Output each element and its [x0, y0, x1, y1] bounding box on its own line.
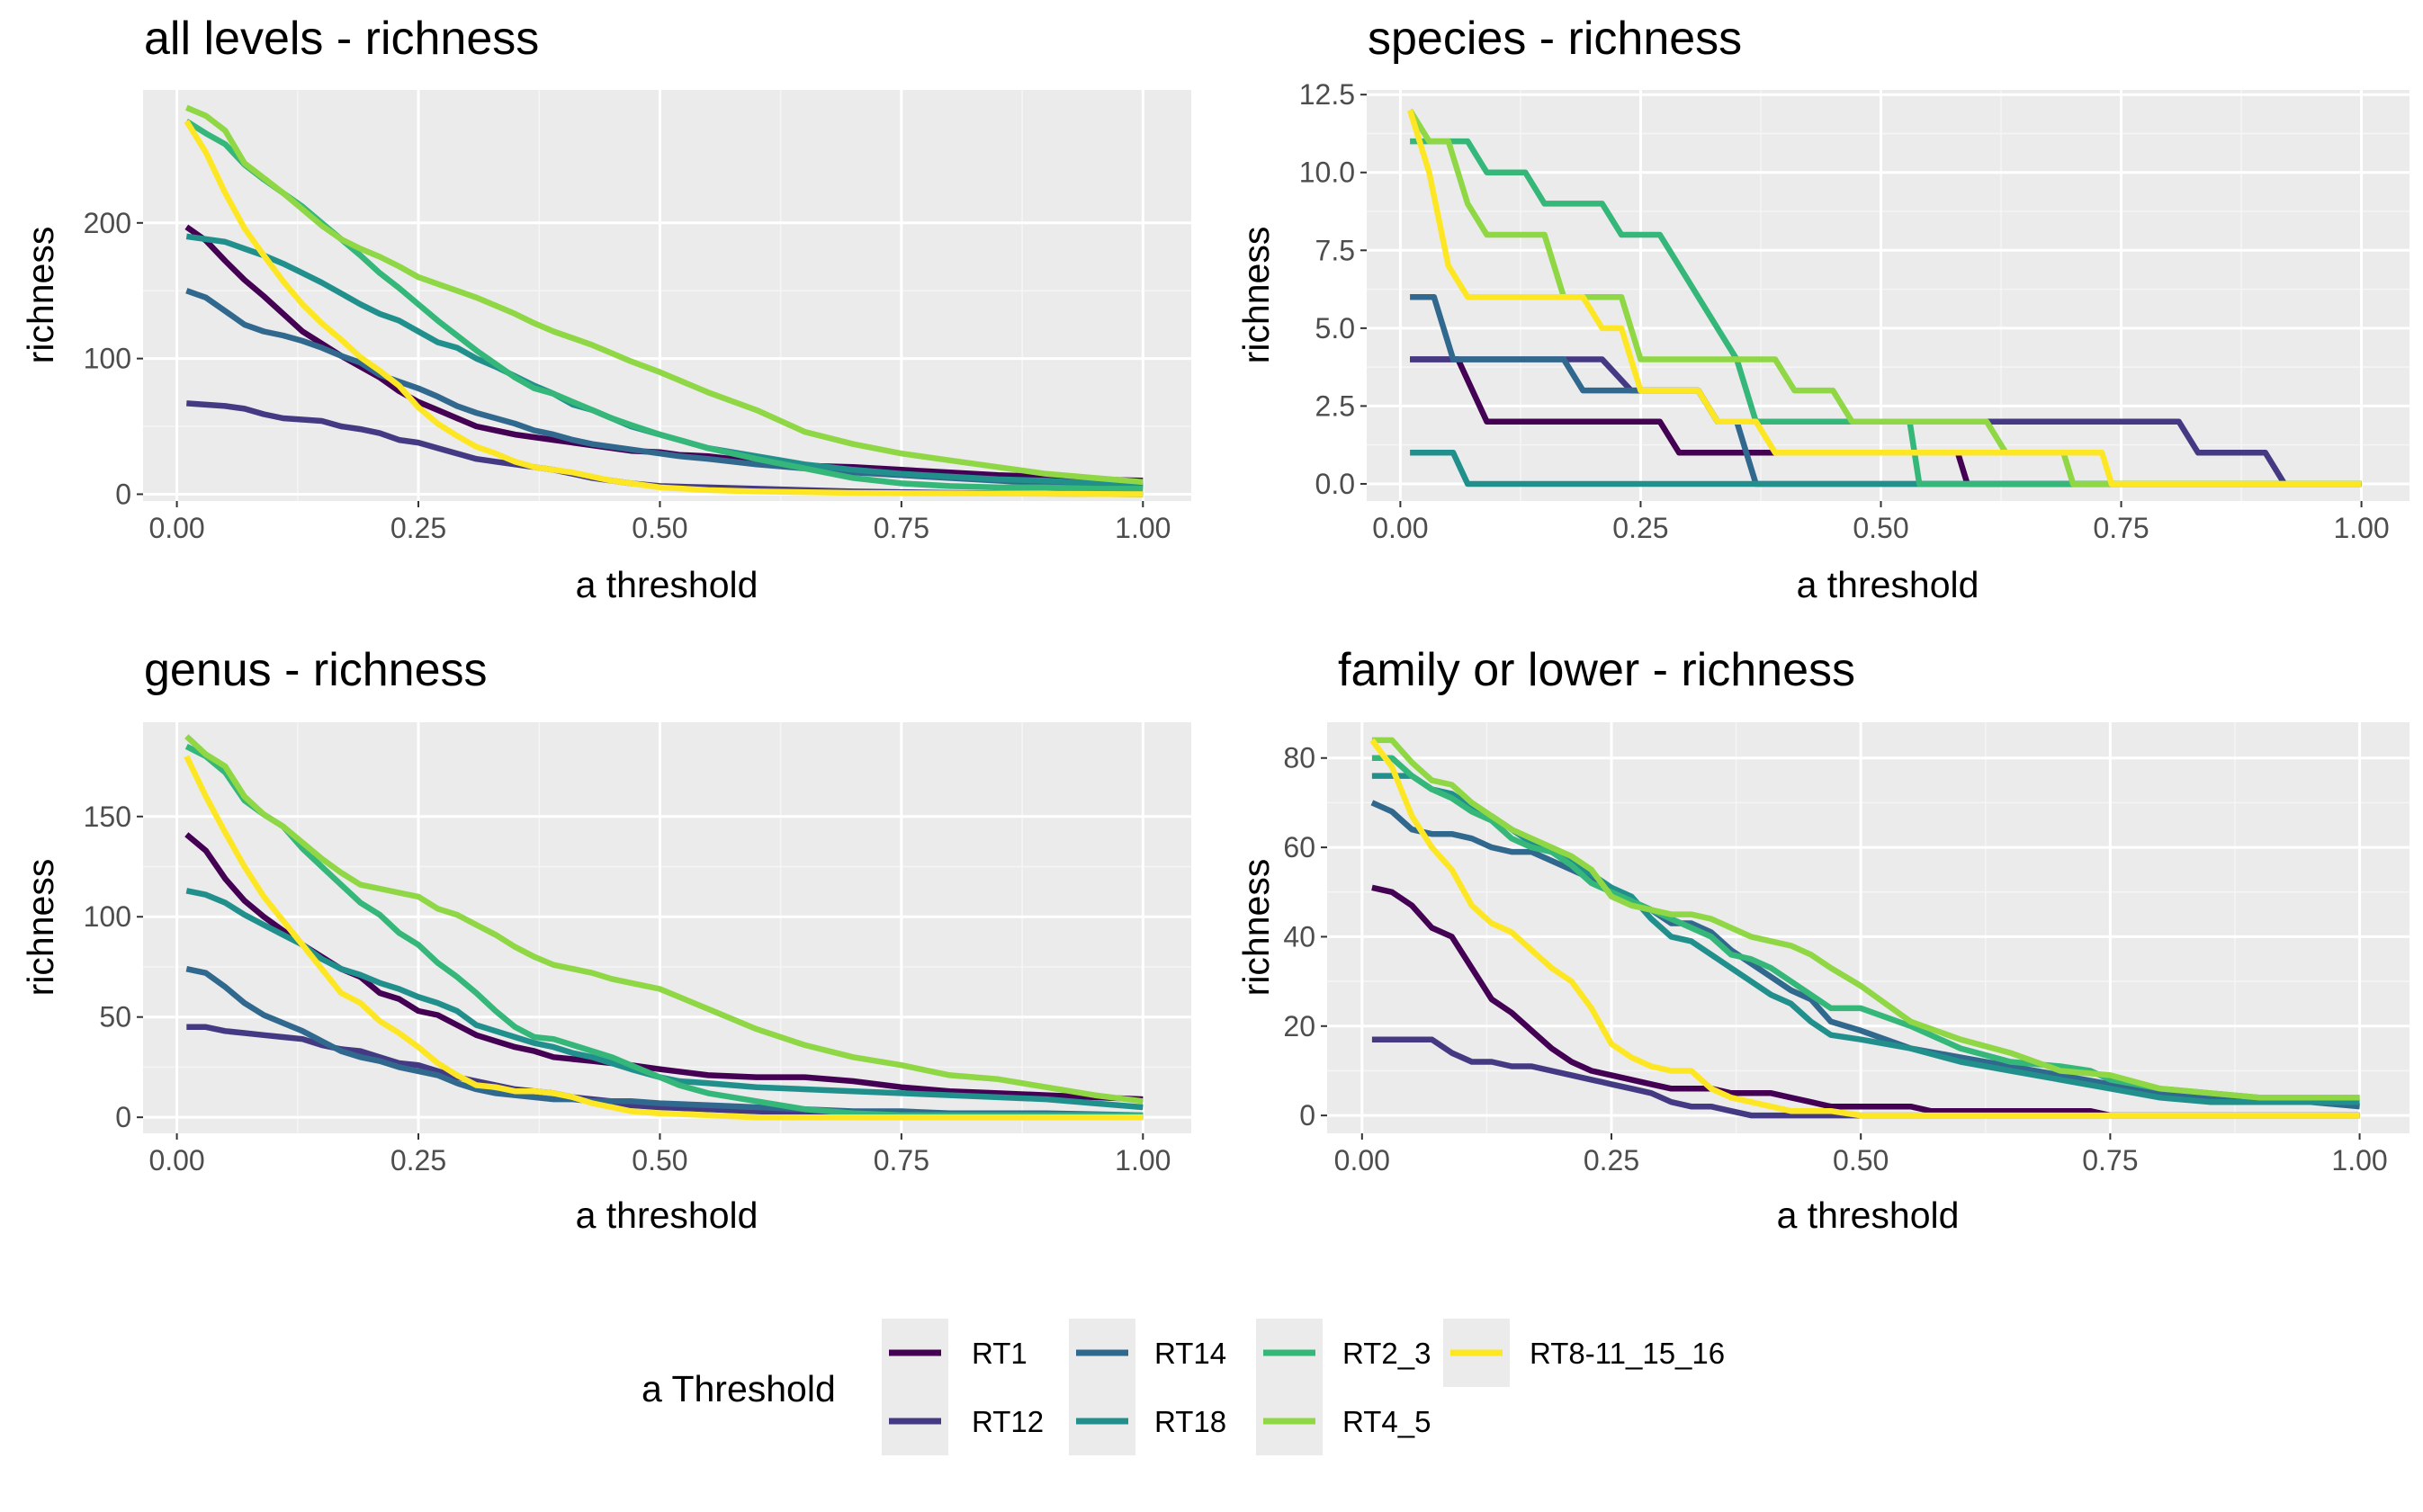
y-tick-label: 100	[84, 900, 131, 933]
legend-label: RT1	[972, 1337, 1028, 1370]
series-line-rt1	[1410, 356, 2362, 488]
series-line-rt8-11-15-16	[184, 755, 1144, 1121]
x-tick-label: 0.25	[390, 512, 446, 544]
y-tick-label: 0	[115, 1101, 131, 1133]
y-tick-label: 7.5	[1315, 234, 1355, 266]
y-tick-label: 10.0	[1299, 157, 1355, 189]
y-tick-label: 60	[1283, 831, 1315, 863]
panel-background	[1327, 722, 2410, 1133]
y-axis-title: richness	[20, 227, 61, 364]
x-tick-label: 0.25	[390, 1144, 446, 1176]
y-axis-title: richness	[20, 859, 61, 997]
x-tick-label: 0.75	[2082, 1144, 2138, 1176]
y-tick-label: 20	[1283, 1010, 1315, 1042]
x-tick-label: 0.50	[632, 1144, 687, 1176]
panel-background	[143, 90, 1191, 501]
panel-species: species - richness 0.00 0.25 0.50 0.75 1.000…	[1235, 13, 2410, 605]
legend-label: RT8-11_15_16	[1530, 1337, 1725, 1370]
x-tick-label: 0.50	[1833, 1144, 1889, 1176]
panel-title: genus - richness	[144, 644, 488, 696]
y-tick-label: 12.5	[1299, 78, 1355, 111]
series-line-rt12	[1371, 1036, 2360, 1119]
x-tick-label: 0.00	[148, 1144, 204, 1176]
x-tick-label: 0.75	[2093, 512, 2149, 544]
y-tick-label: 80	[1283, 742, 1315, 774]
x-tick-label: 0.50	[1853, 512, 1908, 544]
series-line-rt8-11-15-16	[1406, 109, 2362, 488]
series-line-rt18	[1410, 450, 2362, 488]
x-tick-label: 0.00	[1334, 1144, 1390, 1176]
panel-background	[143, 722, 1191, 1133]
y-tick-label: 2.5	[1315, 389, 1355, 422]
legend-label: RT4_5	[1342, 1405, 1431, 1438]
legend-item-rt12: RT12	[882, 1387, 1044, 1455]
panel-genus: genus - richness 0.00 0.25 0.50 0.75 1.00 0 50…	[20, 644, 1191, 1236]
x-tick-label: 0.00	[148, 512, 204, 544]
x-tick-label: 0.00	[1372, 512, 1428, 544]
plot-area-family-or-lower: 0.00 0.25 0.50 0.75 1.00 0 20 40 60 80	[1283, 722, 2410, 1176]
panel-family-or-lower: family or lower - richness 0.00 0.25 0.50 0…	[1235, 644, 2410, 1236]
series-line-rt4-5	[184, 734, 1144, 1105]
y-tick-label: 0.0	[1315, 468, 1355, 500]
y-tick-label: 200	[84, 207, 131, 239]
y-tick-label: 40	[1283, 920, 1315, 953]
legend-label: RT12	[972, 1405, 1044, 1438]
y-axis-title: richness	[1235, 859, 1277, 997]
legend-item-rt8-11-15-16: RT8-11_15_16	[1443, 1319, 1725, 1387]
x-tick-label: 0.50	[632, 512, 687, 544]
y-tick-label: 0	[1299, 1099, 1315, 1132]
series-group	[1406, 108, 2362, 488]
legend-entries: RT1 RT12 RT14 RT18 RT2_3 RT4_5 RT8-11_15_16	[882, 1319, 1725, 1455]
plot-area-genus: 0.00 0.25 0.50 0.75 1.00 0 50 100 150	[84, 722, 1191, 1176]
series-line-rt8-11-15-16	[184, 119, 1144, 497]
y-tick-label: 100	[84, 343, 131, 375]
x-tick-label: 0.25	[1584, 1144, 1639, 1176]
x-tick-label: 0.25	[1612, 512, 1668, 544]
panel-title: family or lower - richness	[1338, 644, 1855, 696]
y-tick-label: 0	[115, 478, 131, 510]
x-tick-label: 0.75	[874, 1144, 929, 1176]
x-tick-label: 1.00	[1115, 1144, 1171, 1176]
series-group	[184, 734, 1144, 1121]
plot-area-species: 0.00 0.25 0.50 0.75 1.00 0.0 2.5 5.0 7.5 10.0 12.5	[1299, 78, 2410, 544]
x-tick-label: 1.00	[1115, 512, 1171, 544]
plot-area-all-levels: 0.00 0.25 0.50 0.75 1.00 0 100 200	[84, 90, 1191, 544]
series-line-rt8-11-15-16	[1369, 738, 2360, 1119]
x-tick-label: 1.00	[2331, 1144, 2387, 1176]
legend-label: RT18	[1154, 1405, 1226, 1438]
panel-title: species - richness	[1368, 13, 1742, 65]
series-line-rt14	[1370, 800, 2360, 1110]
legend-item-rt18: RT18	[1069, 1387, 1226, 1455]
y-axis-title: richness	[1235, 227, 1277, 364]
x-tick-label: 0.75	[874, 512, 929, 544]
legend-item-rt4-5: RT4_5	[1256, 1387, 1431, 1455]
legend-item-rt1: RT1	[882, 1319, 1028, 1387]
legend-item-rt2-3: RT2_3	[1256, 1319, 1431, 1387]
series-line-rt4-5	[1371, 737, 2360, 1101]
legend-label: RT2_3	[1342, 1337, 1431, 1370]
legend-item-rt14: RT14	[1069, 1319, 1226, 1387]
series-group	[184, 104, 1144, 497]
series-line-rt4-5	[185, 104, 1144, 486]
y-tick-label: 5.0	[1315, 312, 1355, 344]
x-axis-title: a threshold	[576, 1194, 758, 1236]
y-tick-label: 50	[99, 1001, 131, 1033]
panel-title: all levels - richness	[144, 13, 539, 65]
legend-label: RT14	[1154, 1337, 1226, 1370]
series-line-rt1	[1371, 884, 2360, 1119]
series-group	[1369, 737, 2360, 1119]
y-tick-label: 150	[84, 801, 131, 833]
x-axis-title: a threshold	[1797, 564, 1979, 605]
panel-all-levels: all levels - richness 0.00 0.25 0.50 0.75 1.…	[20, 13, 1191, 605]
legend: a Threshold RT1 RT12 RT14 RT18 RT2_3 RT4_5 RT8…	[642, 1319, 1725, 1455]
x-tick-label: 1.00	[2333, 512, 2389, 544]
legend-title: a Threshold	[642, 1368, 836, 1409]
x-axis-title: a threshold	[576, 564, 758, 605]
x-axis-title: a threshold	[1777, 1194, 1960, 1236]
